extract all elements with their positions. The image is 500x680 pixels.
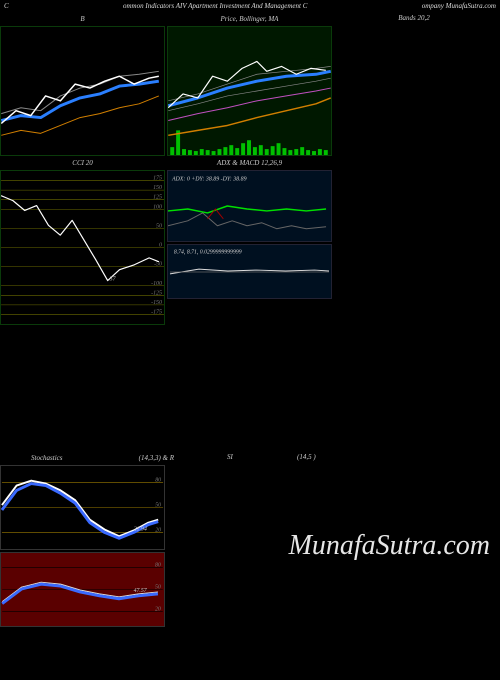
svg-text:-50: -50 [154,262,162,268]
svg-text:-100: -100 [151,281,162,287]
svg-text:-175: -175 [151,309,162,315]
header-left: C [4,2,9,12]
macd-panel: 8.74, 8.71, 0.0299999999999 [167,244,332,299]
svg-text:-57: -57 [108,277,117,283]
row-3: MunafaSutra.com Stochastics (14,3,3) & R… [0,465,500,627]
svg-text:ADX: 0 +DY: 38.89 -DY: 38.89: ADX: 0 +DY: 38.89 -DY: 38.89 [171,176,247,182]
svg-text:47.57: 47.57 [134,588,148,594]
adx-panel: ADX & MACD 12,26,9 ADX: 0 +DY: 38.89 -DY… [167,170,332,242]
svg-text:125: 125 [153,195,162,201]
svg-text:80: 80 [155,563,161,569]
cci-title: CCI 20 [72,159,92,167]
bollinger-panel: B [0,26,165,156]
stochastics-panel: Stochastics (14,3,3) & R 80502021.94 [0,465,165,550]
bollinger-title: B [80,15,84,23]
bands-panel: Bands 20,2 [334,26,494,156]
svg-text:-150: -150 [151,300,162,306]
svg-text:0: 0 [159,243,162,249]
adx-title: ADX & MACD 12,26,9 [217,159,282,167]
rsi-title: SI [227,453,233,461]
svg-text:50: 50 [155,503,161,509]
svg-text:8.74, 8.71, 0.0299999999999: 8.74, 8.71, 0.0299999999999 [174,249,242,256]
svg-text:80: 80 [155,478,161,484]
stoch-params: (14,3,3) & R [139,454,174,462]
cci-panel: CCI 20 175150125100500-50-100-125-150-17… [0,170,165,325]
svg-text:150: 150 [153,185,162,191]
bands-title: Bands 20,2 [398,14,430,22]
header-right: ompany MunafaSutra.com [422,2,496,12]
row-1: B Price, Bollinger, MA Bands 20,2 [0,26,500,156]
rsi-params: (14,5 ) [297,453,316,461]
adx-macd-stack: ADX & MACD 12,26,9 ADX: 0 +DY: 38.89 -DY… [167,170,332,325]
svg-text:-125: -125 [151,290,162,296]
svg-text:21.94: 21.94 [134,525,147,532]
stoch-title: Stochastics [31,454,63,462]
svg-text:50: 50 [155,585,161,591]
rsi-label-area: SI (14,5 ) [167,465,500,627]
svg-text:20: 20 [155,527,161,533]
price-title: Price, Bollinger, MA [221,15,279,23]
svg-text:100: 100 [153,204,162,210]
svg-text:20: 20 [155,606,161,612]
rsi-panel: 80 50 20 47.57 [0,552,165,627]
price-panel: Price, Bollinger, MA [167,26,332,156]
svg-text:50: 50 [156,223,162,229]
svg-text:175: 175 [153,176,162,182]
stoch-rsi-stack: Stochastics (14,3,3) & R 80502021.94 805… [0,465,165,627]
page-header: C ommon Indicators AIV Apartment Investm… [0,0,500,14]
header-center: ommon Indicators AIV Apartment Investmen… [123,2,307,12]
row-2: CCI 20 175150125100500-50-100-125-150-17… [0,170,500,325]
